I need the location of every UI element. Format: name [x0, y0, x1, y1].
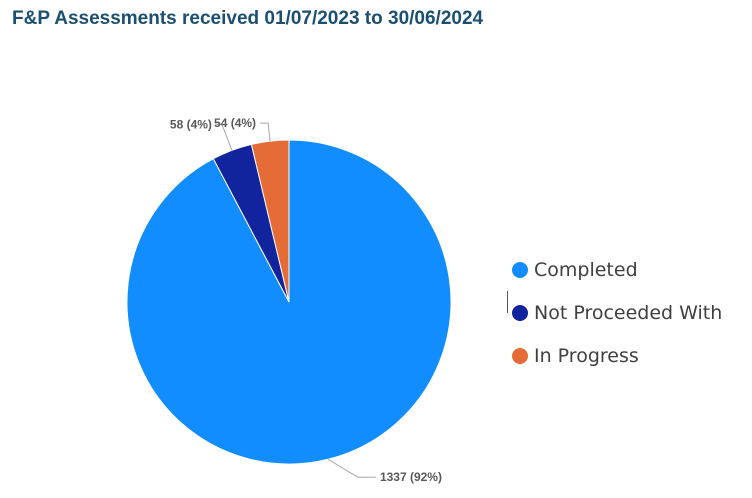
legend-cursor: [507, 291, 508, 313]
chart-title: F&P Assessments received 01/07/2023 to 3…: [12, 8, 484, 29]
pie-data-labels: 1337 (92%) 58 (4%) 54 (4%): [170, 116, 442, 484]
legend-item-in-progress[interactable]: In Progress: [512, 334, 722, 377]
leader-line-in-progress: [260, 122, 271, 142]
pie-slice-in-progress[interactable]: [250, 139, 290, 303]
legend-item-not-proceeded-with[interactable]: Not Proceeded With: [512, 291, 722, 334]
legend-swatch-not-proceeded-with: [512, 304, 528, 321]
data-label-not-proceeded-with: 58 (4%): [170, 117, 212, 131]
chart-legend: Completed Not Proceeded With In Progress: [507, 248, 722, 377]
legend-label-not-proceeded-with: Not Proceeded With: [534, 301, 723, 324]
leader-line-not-proceeded-with: [215, 123, 233, 151]
data-label-in-progress: 54 (4%): [214, 116, 256, 130]
legend-swatch-in-progress: [512, 347, 528, 364]
leader-line-completed: [327, 458, 376, 478]
pie-slices: [126, 139, 452, 465]
legend-item-completed[interactable]: Completed: [512, 248, 722, 291]
legend-label-completed: Completed: [534, 258, 638, 281]
legend-swatch-completed: [512, 261, 528, 278]
legend-label-in-progress: In Progress: [534, 344, 639, 367]
data-label-completed: 1337 (92%): [380, 470, 442, 484]
